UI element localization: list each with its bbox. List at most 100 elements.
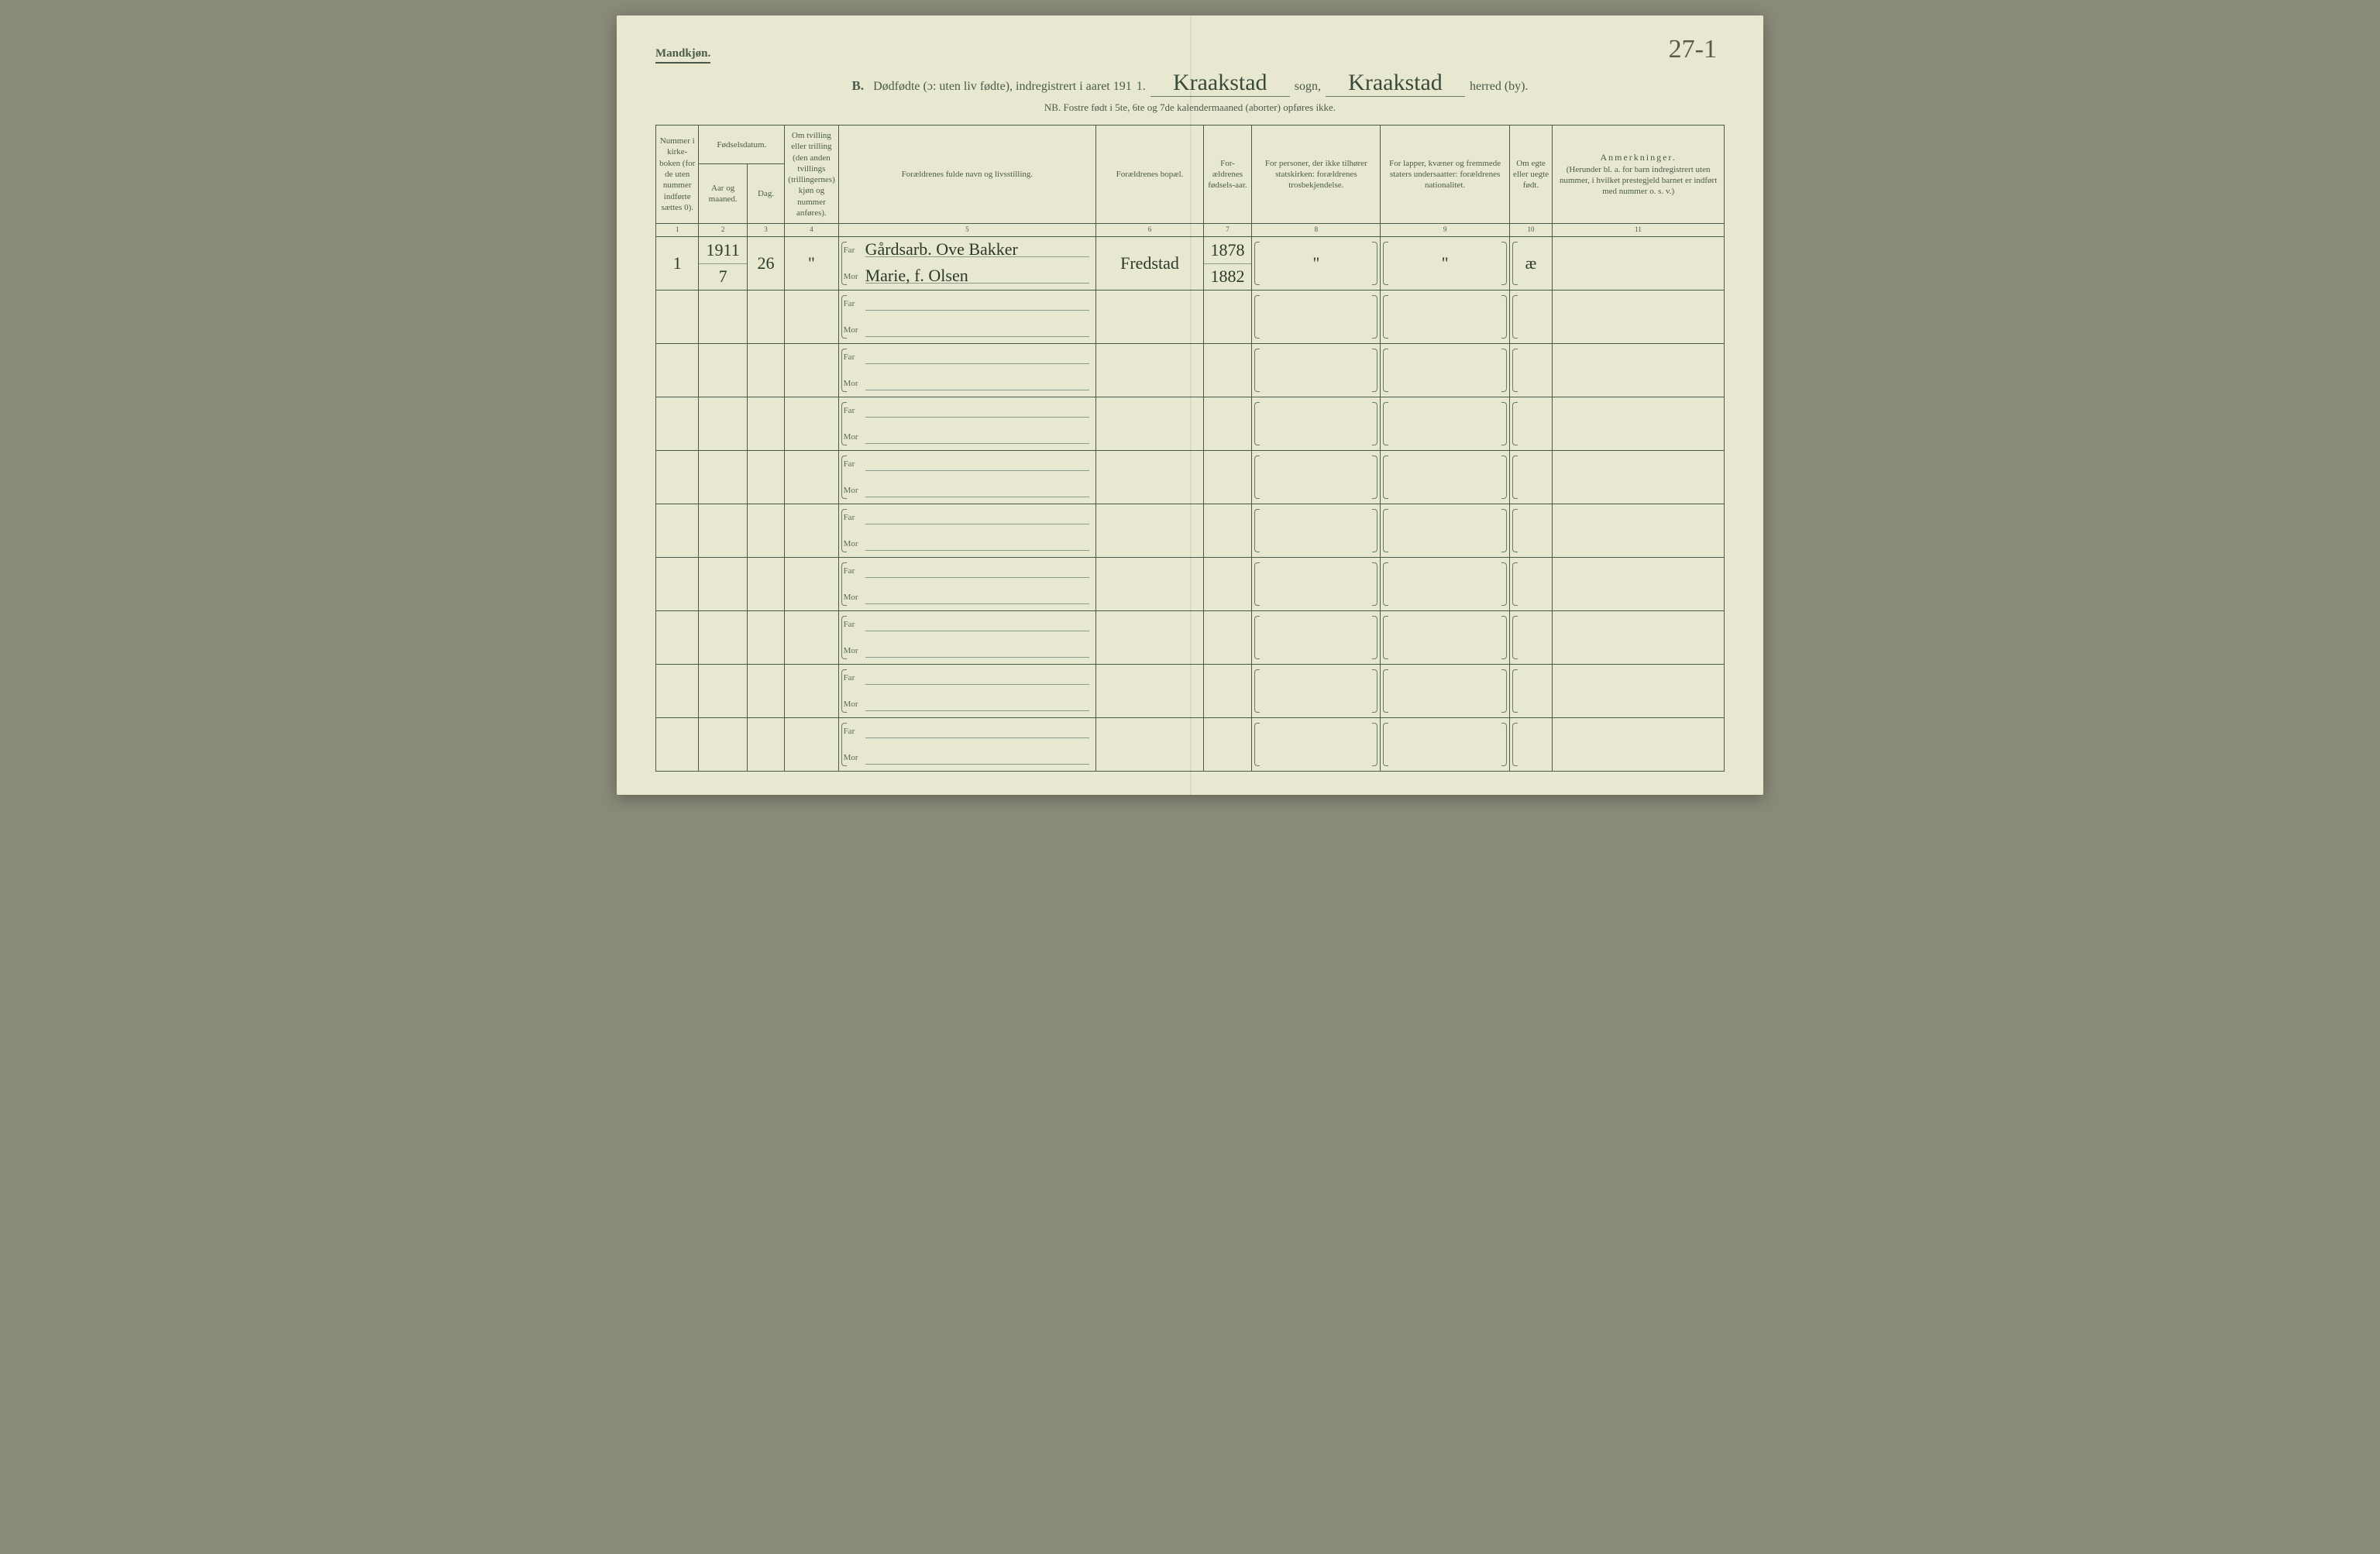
cell-remarks — [1553, 237, 1725, 291]
title-line: B. Dødfødte (ɔ: uten liv fødte), indregi… — [655, 71, 1725, 97]
colnum-1: 1 — [656, 224, 699, 237]
cell-blank — [785, 291, 838, 344]
colnum-5: 5 — [838, 224, 1096, 237]
cell-blank — [747, 291, 784, 344]
cell-blank — [1203, 344, 1251, 397]
herred-handwritten: Kraakstad — [1326, 71, 1465, 97]
cell-blank — [656, 397, 699, 451]
cell-blank: FarMor — [838, 344, 1096, 397]
cell-blank — [1553, 665, 1725, 718]
table-row: 11911726"FarGårdsarb. Ove BakkerMorMarie… — [656, 237, 1725, 291]
cell-blank — [1096, 451, 1204, 504]
table-row: FarMor — [656, 451, 1725, 504]
col-11-title: Anmerkninger. — [1556, 152, 1721, 164]
table-row: FarMor — [656, 344, 1725, 397]
cell-blank — [1381, 558, 1509, 611]
cell-blank — [699, 451, 747, 504]
cell-blank — [1381, 611, 1509, 665]
col-header-9: For lapper, kvæner og fremmede staters u… — [1381, 125, 1509, 224]
cell-blank: FarMor — [838, 611, 1096, 665]
colnum-6: 6 — [1096, 224, 1204, 237]
cell-blank — [1509, 665, 1552, 718]
cell-blank — [785, 344, 838, 397]
cell-blank — [785, 718, 838, 772]
cell-blank — [1381, 665, 1509, 718]
cell-blank — [785, 504, 838, 558]
cell-blank — [1203, 397, 1251, 451]
cell-blank — [1203, 504, 1251, 558]
sogn-label: sogn, — [1295, 80, 1321, 94]
cell-blank — [1553, 291, 1725, 344]
col-header-3: Dag. — [747, 164, 784, 224]
colnum-10: 10 — [1509, 224, 1552, 237]
cell-blank — [656, 611, 699, 665]
table-head: Nummer i kirke-boken (for de uten nummer… — [656, 125, 1725, 237]
table-row: FarMor — [656, 611, 1725, 665]
register-table: Nummer i kirke-boken (for de uten nummer… — [655, 125, 1725, 772]
subtitle: NB. Fostre født i 5te, 6te og 7de kalend… — [655, 101, 1725, 114]
cell-blank — [1381, 718, 1509, 772]
cell-blank — [1252, 291, 1381, 344]
cell-blank — [1553, 451, 1725, 504]
title-main: Dødfødte (ɔ: uten liv fødte), indregistr… — [873, 80, 1132, 94]
table-row: FarMor — [656, 718, 1725, 772]
cell-blank: FarMor — [838, 397, 1096, 451]
cell-blank — [699, 291, 747, 344]
cell-blank — [1509, 611, 1552, 665]
cell-parent-years: 18781882 — [1203, 237, 1251, 291]
cell-blank — [1203, 611, 1251, 665]
cell-blank: FarMor — [838, 291, 1096, 344]
cell-year-month: 19117 — [699, 237, 747, 291]
cell-blank — [1509, 344, 1552, 397]
cell-blank — [1096, 611, 1204, 665]
cell-faith: " — [1252, 237, 1381, 291]
cell-nationality: " — [1381, 237, 1509, 291]
cell-blank — [1381, 397, 1509, 451]
col-header-2-group: Fødselsdatum. — [699, 125, 785, 164]
col-11-sub: (Herunder bl. a. for barn indregistrert … — [1556, 164, 1721, 198]
cell-twin: " — [785, 237, 838, 291]
cell-blank — [1252, 611, 1381, 665]
page-number: 27-1 — [1669, 35, 1717, 64]
cell-blank — [1096, 344, 1204, 397]
cell-blank — [1252, 504, 1381, 558]
table-row: FarMor — [656, 504, 1725, 558]
cell-blank: FarMor — [838, 718, 1096, 772]
register-page: Mandkjøn. 27-1 B. Dødfødte (ɔ: uten liv … — [617, 15, 1763, 795]
cell-blank — [1203, 665, 1251, 718]
cell-blank — [747, 718, 784, 772]
cell-blank — [785, 558, 838, 611]
sogn-handwritten: Kraakstad — [1150, 71, 1290, 97]
cell-blank — [1096, 397, 1204, 451]
year-suffix: 1. — [1137, 80, 1146, 94]
table-body: 11911726"FarGårdsarb. Ove BakkerMorMarie… — [656, 237, 1725, 772]
cell-blank — [656, 558, 699, 611]
cell-blank — [1381, 451, 1509, 504]
col-header-1: Nummer i kirke-boken (for de uten nummer… — [656, 125, 699, 224]
cell-blank — [1381, 344, 1509, 397]
colnum-7: 7 — [1203, 224, 1251, 237]
cell-blank: FarMor — [838, 504, 1096, 558]
col-header-2: Aar og maaned. — [699, 164, 747, 224]
table-row: FarMor — [656, 397, 1725, 451]
cell-blank — [1553, 718, 1725, 772]
cell-day: 26 — [747, 237, 784, 291]
table-row: FarMor — [656, 665, 1725, 718]
colnum-8: 8 — [1252, 224, 1381, 237]
gender-label: Mandkjøn. — [655, 47, 710, 64]
col-header-8: For personer, der ikke tilhører statskir… — [1252, 125, 1381, 224]
cell-blank — [1509, 397, 1552, 451]
table-row: FarMor — [656, 558, 1725, 611]
cell-blank — [1203, 451, 1251, 504]
cell-blank — [747, 504, 784, 558]
cell-blank — [747, 344, 784, 397]
top-row: Mandkjøn. 27-1 — [655, 46, 1725, 64]
col-header-5: Forældrenes fulde navn og livsstilling. — [838, 125, 1096, 224]
cell-blank — [656, 504, 699, 558]
cell-blank — [1252, 344, 1381, 397]
cell-blank — [656, 665, 699, 718]
cell-blank — [747, 451, 784, 504]
cell-blank — [1096, 291, 1204, 344]
cell-blank — [1096, 665, 1204, 718]
cell-blank — [1509, 451, 1552, 504]
